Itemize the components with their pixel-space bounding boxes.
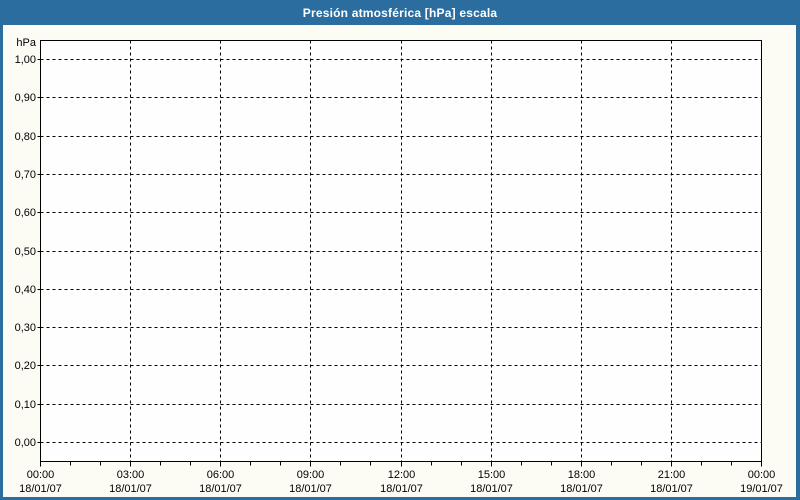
x-tick-date-label: 18/01/07 (19, 483, 62, 495)
y-tick-label: 0,80 (14, 130, 36, 143)
x-tick-time-label: 00:00 (26, 469, 55, 481)
x-tick-date-label: 18/01/07 (109, 483, 152, 495)
y-tick-label: 0,70 (14, 168, 36, 181)
y-tick-label: 0,50 (14, 245, 36, 258)
y-tick-label: 0,60 (14, 206, 36, 219)
x-tick-time-label: 00:00 (747, 469, 776, 481)
y-tick-label: 0,00 (14, 436, 36, 449)
window-title: Presión atmosférica [hPa] escala (302, 5, 498, 20)
x-tick-time-label: 09:00 (296, 469, 325, 481)
x-tick-time-label: 03:00 (116, 469, 145, 481)
x-tick-time-label: 15:00 (477, 469, 506, 481)
x-tick-time-label: 06:00 (206, 469, 235, 481)
plot-area (40, 40, 761, 461)
x-tick-date-label: 18/01/07 (470, 483, 513, 495)
x-tick-time-label: 18:00 (567, 469, 596, 481)
x-tick-date-label: 18/01/07 (289, 483, 332, 495)
x-tick-time-label: 21:00 (657, 469, 686, 481)
y-axis-unit-label: hPa (16, 37, 36, 49)
x-tick-date-label: 18/01/07 (560, 483, 603, 495)
y-tick-label: 1,00 (14, 53, 36, 66)
plot-border (40, 40, 762, 462)
y-tick-label: 0,40 (14, 283, 36, 296)
x-tick-date-label: 18/01/07 (380, 483, 423, 495)
x-tick-time-label: 12:00 (387, 469, 416, 481)
x-tick-date-label: 18/01/07 (199, 483, 242, 495)
y-tick-label: 0,10 (14, 398, 36, 411)
y-tick-label: 0,20 (14, 359, 36, 372)
y-tick-label: 0,90 (14, 91, 36, 104)
y-tick-label: 0,30 (14, 321, 36, 334)
title-bar: Presión atmosférica [hPa] escala (0, 0, 800, 25)
x-tick-date-label: 18/01/07 (650, 483, 693, 495)
x-tick-date-label: 19/01/07 (740, 483, 783, 495)
